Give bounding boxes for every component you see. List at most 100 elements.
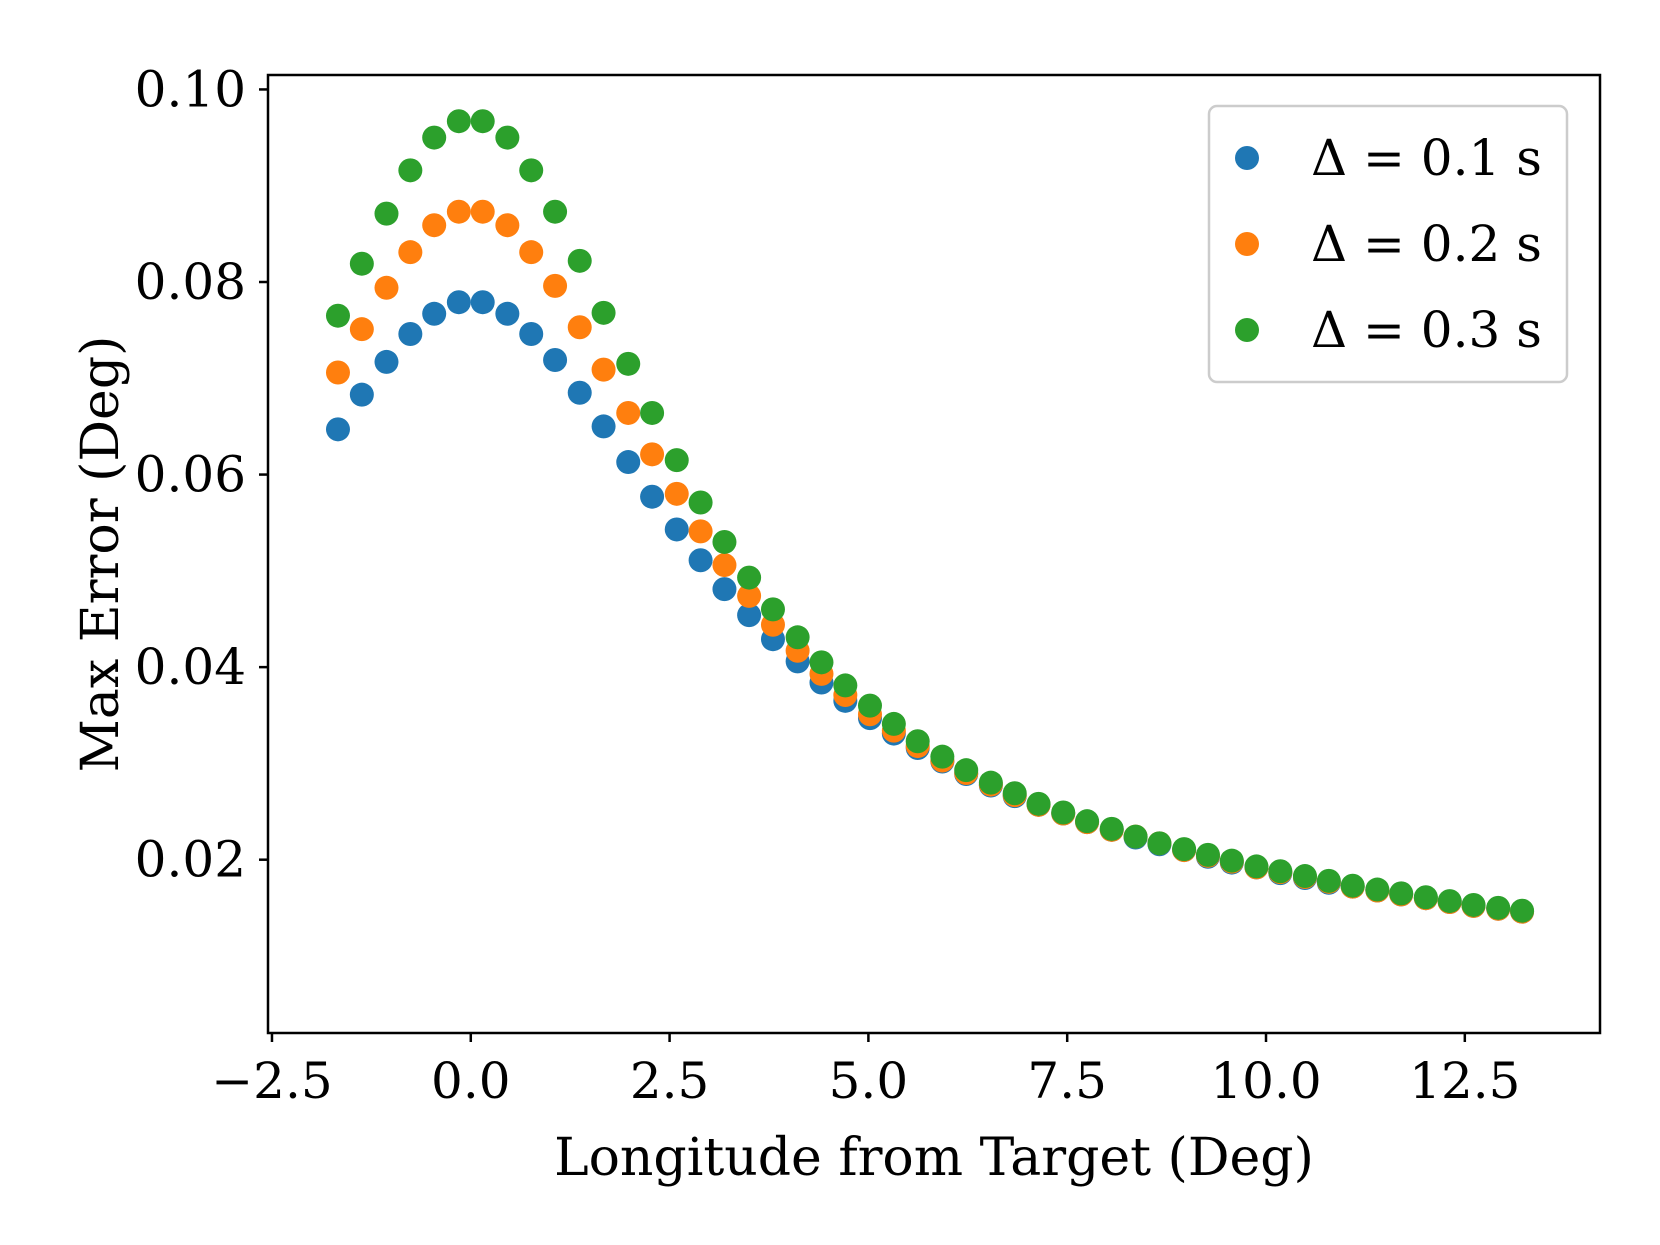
data-point xyxy=(712,529,737,554)
data-point xyxy=(640,484,665,509)
x-tick-label: −2.5 xyxy=(211,1052,332,1110)
data-point xyxy=(833,673,858,698)
data-point xyxy=(567,315,592,340)
data-point xyxy=(398,321,423,346)
data-point xyxy=(688,519,713,544)
x-tick-label: 12.5 xyxy=(1409,1052,1520,1110)
data-point xyxy=(1244,854,1269,879)
data-point xyxy=(712,553,737,578)
legend: Δ = 0.1 s Δ = 0.2 s Δ = 0.3 s xyxy=(1207,104,1569,384)
data-point xyxy=(1316,868,1341,893)
data-point xyxy=(349,317,374,342)
data-point xyxy=(1026,791,1051,816)
data-point xyxy=(325,360,350,385)
data-point xyxy=(519,158,544,183)
data-point xyxy=(640,400,665,425)
data-point xyxy=(325,417,350,442)
data-point xyxy=(857,693,882,718)
data-point xyxy=(737,603,762,628)
x-tick-label: 5.0 xyxy=(829,1052,909,1110)
y-tick-label: 0.08 xyxy=(135,253,246,311)
data-point xyxy=(978,770,1003,795)
data-point xyxy=(398,158,423,183)
data-point xyxy=(688,548,713,573)
data-point xyxy=(591,414,616,439)
data-point xyxy=(809,650,834,675)
data-point xyxy=(737,565,762,590)
y-tick-label: 0.06 xyxy=(135,446,246,504)
data-point xyxy=(567,248,592,273)
y-tick-label: 0.10 xyxy=(135,60,246,118)
data-point xyxy=(543,347,568,372)
data-point xyxy=(1172,837,1197,862)
data-point xyxy=(374,349,399,374)
data-point xyxy=(495,213,520,238)
data-point xyxy=(422,125,447,150)
data-point xyxy=(349,382,374,407)
data-point xyxy=(905,729,930,754)
axis-ticks: −2.5 0.0 2.5 5.0 7.5 10.0 12.5 0.02 0.04 0.06 0.08… xyxy=(135,60,1521,1110)
data-point xyxy=(1365,877,1390,902)
legend-marker-0.3s xyxy=(1235,318,1259,342)
data-point xyxy=(954,758,979,783)
data-point xyxy=(688,490,713,515)
data-point xyxy=(446,199,471,224)
data-point xyxy=(1389,881,1414,906)
data-point xyxy=(519,321,544,346)
data-point xyxy=(519,240,544,265)
legend-marker-0.2s xyxy=(1235,232,1259,256)
data-point xyxy=(325,303,350,328)
data-point xyxy=(495,125,520,150)
data-point xyxy=(785,625,810,650)
data-point xyxy=(1413,885,1438,910)
data-point xyxy=(374,275,399,300)
data-point xyxy=(470,199,495,224)
data-point xyxy=(616,450,641,475)
data-point xyxy=(398,240,423,265)
data-point xyxy=(422,301,447,326)
data-point xyxy=(1461,892,1486,917)
data-point xyxy=(1002,781,1027,806)
data-point xyxy=(664,448,689,473)
data-point xyxy=(495,301,520,326)
data-point xyxy=(881,711,906,736)
data-point xyxy=(1195,842,1220,867)
data-point xyxy=(543,273,568,298)
data-point xyxy=(616,400,641,425)
legend-box xyxy=(1207,104,1569,384)
data-point xyxy=(737,583,762,608)
data-point xyxy=(1292,864,1317,889)
data-point xyxy=(446,290,471,315)
data-point xyxy=(1147,831,1172,856)
data-point xyxy=(1437,889,1462,914)
data-point xyxy=(1486,895,1511,920)
data-point xyxy=(1051,800,1076,825)
data-point xyxy=(591,357,616,382)
data-point xyxy=(1123,824,1148,849)
data-point xyxy=(543,199,568,224)
data-point xyxy=(1340,873,1365,898)
data-point xyxy=(616,351,641,376)
x-axis-label: Longitude from Target (Deg) xyxy=(554,1128,1314,1188)
data-point xyxy=(446,109,471,134)
data-point xyxy=(349,251,374,276)
data-point xyxy=(591,300,616,325)
y-axis-label: Max Error (Deg) xyxy=(71,336,131,773)
legend-label-0.1s: Δ = 0.1 s xyxy=(1311,129,1542,187)
data-point xyxy=(664,481,689,506)
data-point xyxy=(760,597,785,622)
data-point xyxy=(567,380,592,405)
axes-frame xyxy=(266,73,1602,1035)
data-point xyxy=(374,201,399,226)
data-point xyxy=(712,577,737,602)
data-point xyxy=(470,290,495,315)
data-point xyxy=(1268,859,1293,884)
legend-marker-0.1s xyxy=(1235,146,1259,170)
series-3 xyxy=(325,109,1535,923)
legend-label-0.2s: Δ = 0.2 s xyxy=(1311,215,1542,273)
data-point xyxy=(930,744,955,769)
data-point xyxy=(1219,848,1244,873)
x-tick-label: 0.0 xyxy=(431,1052,511,1110)
data-point xyxy=(1099,816,1124,841)
